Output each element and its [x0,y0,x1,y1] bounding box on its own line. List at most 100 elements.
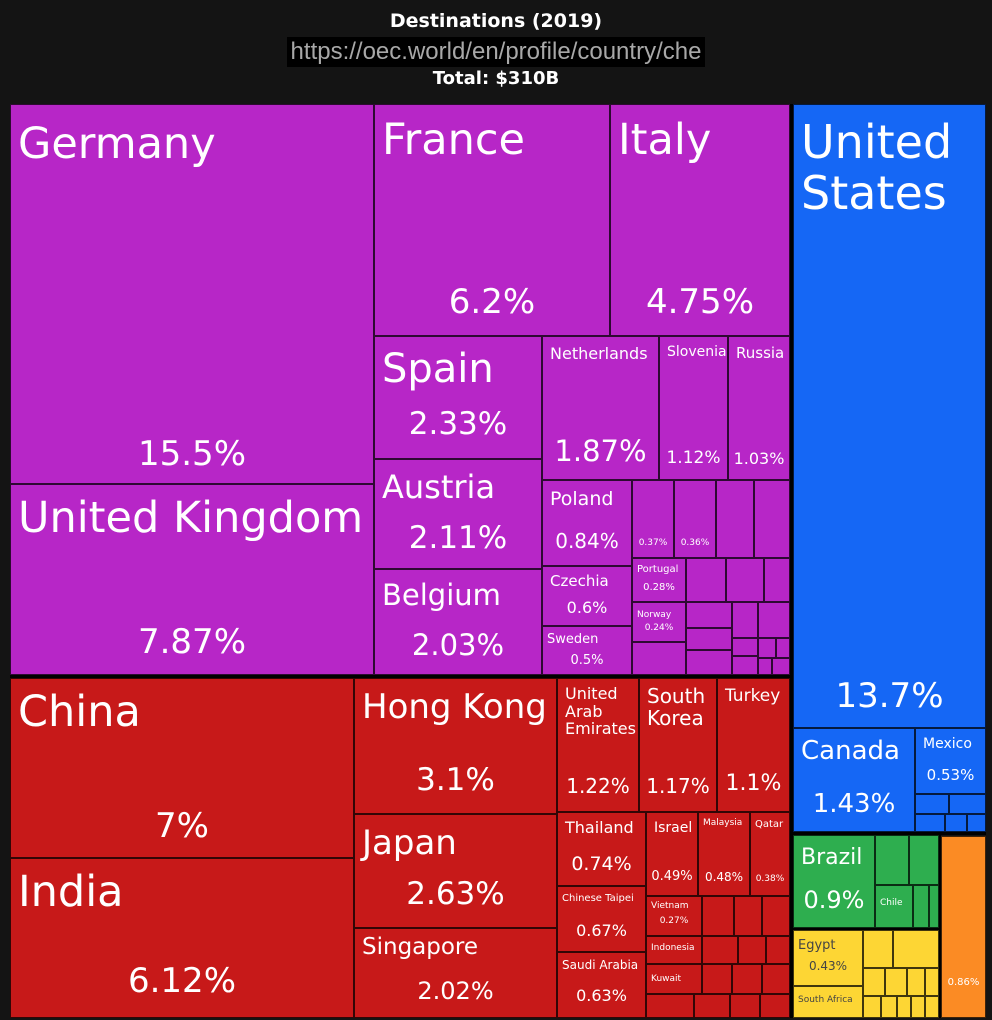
minor-tile[interactable] [732,602,758,638]
tile-south-africa[interactable]: South Africa [793,986,863,1018]
tile-thailand[interactable]: Thailand 0.74% [557,812,646,886]
minor-tile[interactable] [909,835,939,885]
tile-germany[interactable]: Germany 15.5% [10,104,374,484]
minor-tile[interactable] [726,558,764,602]
tile-turkey[interactable]: Turkey 1.1% [717,678,790,812]
tile-spain[interactable]: Spain 2.33% [374,336,542,459]
tile-value: 1.22% [566,774,630,798]
tile-israel[interactable]: Israel 0.49% [646,812,698,896]
minor-tile[interactable] [772,658,790,675]
minor-tile[interactable] [686,602,732,628]
minor-tile[interactable] [702,896,734,936]
tile-value: 0.49% [651,869,693,884]
tile-saudi-arabia[interactable]: Saudi Arabia 0.63% [557,952,646,1018]
tile-mexico[interactable]: Mexico 0.53% [915,728,986,794]
minor-tile[interactable] [730,994,760,1018]
tile-belgium[interactable]: Belgium 2.03% [374,569,542,675]
minor-tile[interactable] [758,602,790,638]
minor-tile[interactable] [762,896,790,936]
tile-chinese-taipei[interactable]: Chinese Taipei 0.67% [557,886,646,952]
minor-tile[interactable] [766,936,790,964]
tile-poland[interactable]: Poland 0.84% [542,480,632,566]
minor-tile[interactable] [738,936,766,964]
minor-tile[interactable] [885,968,907,996]
minor-tile[interactable] [734,896,762,936]
tile-russia[interactable]: Russia 1.03% [728,336,790,480]
minor-tile[interactable] [732,638,758,656]
minor-tile[interactable] [881,996,897,1018]
minor-tile[interactable] [911,996,925,1018]
tile-unlabeled-b[interactable]: 0.36% [674,480,716,558]
tile-singapore[interactable]: Singapore 2.02% [354,928,557,1018]
minor-tile[interactable] [897,996,911,1018]
minor-tile[interactable] [694,994,730,1018]
minor-tile[interactable] [686,650,732,675]
tile-value: 0.27% [659,916,689,926]
tile-france[interactable]: France 6.2% [374,104,610,336]
tile-brazil[interactable]: Brazil 0.9% [793,835,875,928]
minor-tile[interactable] [686,558,726,602]
minor-tile[interactable] [915,814,945,832]
tile-indonesia[interactable]: Indonesia [646,936,702,964]
minor-tile[interactable] [913,885,929,928]
minor-tile[interactable] [632,642,686,675]
minor-tile[interactable] [967,814,986,832]
source-url: https://oec.world/en/profile/country/che [286,37,706,67]
tile-label: Indonesia [651,943,695,953]
minor-tile[interactable] [915,794,949,814]
tile-south-korea[interactable]: South Korea 1.17% [639,678,717,812]
minor-tile[interactable] [702,964,732,994]
tile-canada[interactable]: Canada 1.43% [793,728,915,832]
minor-tile[interactable] [758,638,776,658]
minor-tile[interactable] [754,480,790,558]
group-separator [10,675,790,678]
tile-china[interactable]: China 7% [10,678,354,858]
minor-tile[interactable] [863,930,893,968]
tile-malaysia[interactable]: Malaysia 0.48% [698,812,750,896]
minor-tile[interactable] [686,628,732,650]
minor-tile[interactable] [702,936,738,964]
tile-india[interactable]: India 6.12% [10,858,354,1018]
tile-slovenia[interactable]: Slovenia 1.12% [659,336,728,480]
tile-portugal[interactable]: Portugal 0.28% [632,558,686,602]
tile-japan[interactable]: Japan 2.63% [354,814,557,928]
minor-tile[interactable] [863,968,885,996]
tile-sweden[interactable]: Sweden 0.5% [542,626,632,675]
tile-label: Czechia [550,572,609,590]
minor-tile[interactable] [949,794,986,814]
minor-tile[interactable] [758,658,772,675]
tile-vietnam[interactable]: Vietnam 0.27% [646,896,702,936]
tile-chile[interactable]: Chile [875,885,913,928]
minor-tile[interactable] [925,996,939,1018]
tile-unlabeled-a[interactable]: 0.37% [632,480,674,558]
minor-tile[interactable] [925,968,939,996]
minor-tile[interactable] [776,638,790,658]
minor-tile[interactable] [929,885,939,928]
minor-tile[interactable] [732,656,758,675]
tile-kuwait[interactable]: Kuwait [646,964,702,994]
minor-tile[interactable] [907,968,925,996]
tile-egypt[interactable]: Egypt 0.43% [793,930,863,986]
minor-tile[interactable] [732,964,762,994]
minor-tile[interactable] [875,835,909,885]
tile-united-states[interactable]: United States 13.7% [793,104,986,728]
tile-united-arab-emirates[interactable]: United Arab Emirates 1.22% [557,678,639,812]
tile-value: 0.67% [576,921,627,940]
minor-tile[interactable] [893,930,939,968]
minor-tile[interactable] [762,964,790,994]
tile-italy[interactable]: Italy 4.75% [610,104,790,336]
minor-tile[interactable] [764,558,790,602]
tile-united-kingdom[interactable]: United Kingdom 7.87% [10,484,374,675]
tile-qatar[interactable]: Qatar 0.38% [750,812,790,896]
tile-hong-kong[interactable]: Hong Kong 3.1% [354,678,557,814]
minor-tile[interactable] [863,996,881,1018]
minor-tile[interactable] [716,480,754,558]
minor-tile[interactable] [945,814,967,832]
tile-unlabeled-oceania[interactable]: 0.86% [941,836,986,1018]
tile-czechia[interactable]: Czechia 0.6% [542,566,632,626]
tile-norway[interactable]: Norway 0.24% [632,602,686,642]
tile-netherlands[interactable]: Netherlands 1.87% [542,336,659,480]
minor-tile[interactable] [760,994,790,1018]
minor-tile[interactable] [646,994,694,1018]
tile-austria[interactable]: Austria 2.11% [374,459,542,569]
